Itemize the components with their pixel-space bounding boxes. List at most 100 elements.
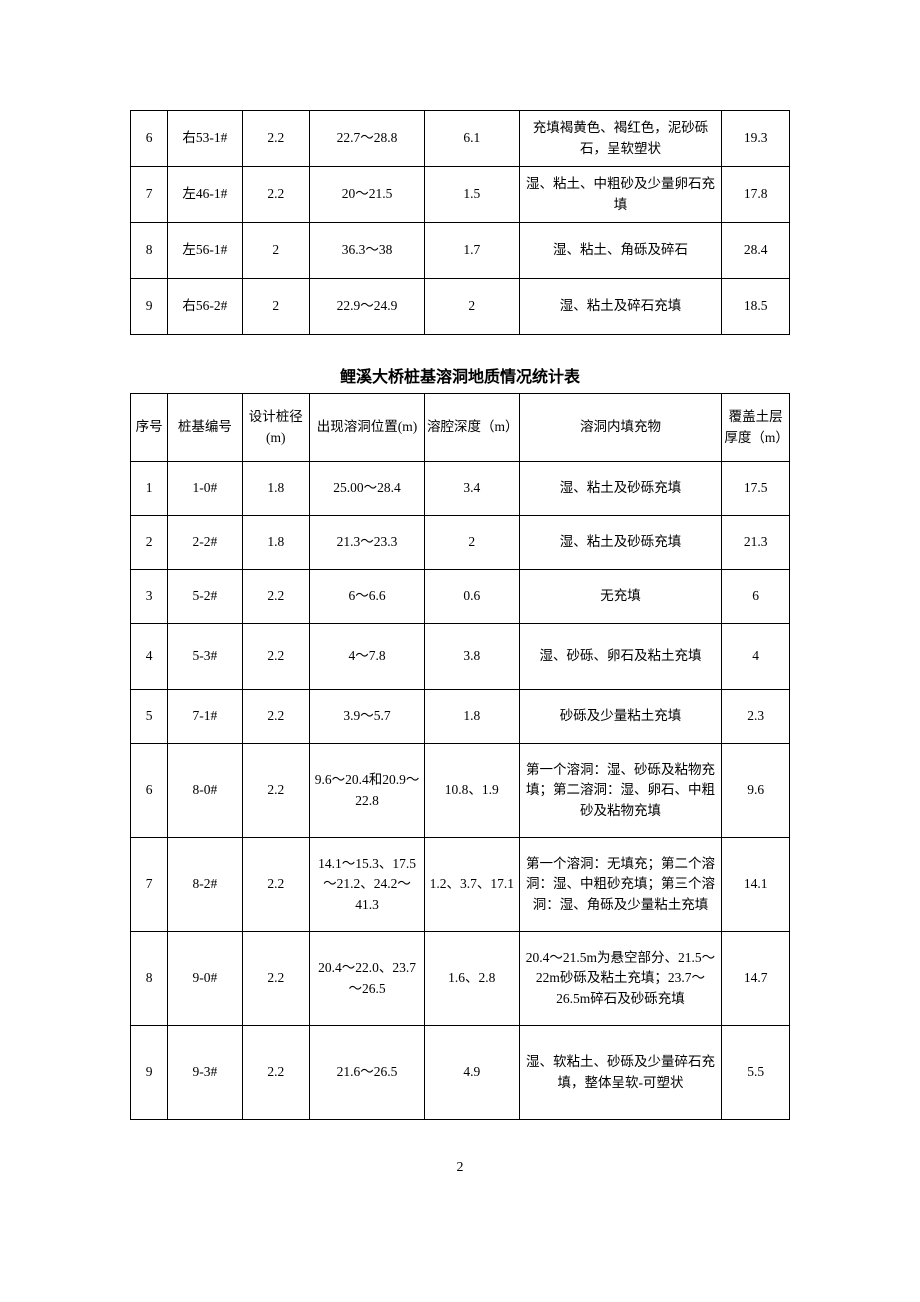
cell-cover: 14.7 <box>722 932 790 1026</box>
cell-id: 右56-2# <box>168 279 242 335</box>
cell-idx: 3 <box>131 570 168 624</box>
header-cover: 覆盖土层厚度（m） <box>722 394 790 462</box>
cell-pos: 22.7～28.8 <box>310 111 425 167</box>
table-row: 22-2#1.821.3～23.32湿、粘土及砂砾充填21.3 <box>131 516 790 570</box>
cell-id: 7-1# <box>168 690 242 744</box>
cell-idx: 4 <box>131 624 168 690</box>
cell-diam: 2.2 <box>242 167 310 223</box>
cell-pos: 14.1～15.3、17.5～21.2、24.2～41.3 <box>310 838 425 932</box>
cell-cover: 28.4 <box>722 223 790 279</box>
cell-idx: 9 <box>131 1026 168 1120</box>
table-row: 7左46-1#2.220～21.51.5湿、粘土、中粗砂及少量卵石充填17.8 <box>131 167 790 223</box>
cell-pos: 22.9～24.9 <box>310 279 425 335</box>
cell-idx: 8 <box>131 932 168 1026</box>
table-row: 78-2#2.214.1～15.3、17.5～21.2、24.2～41.31.2… <box>131 838 790 932</box>
cell-fill: 湿、软粘土、砂砾及少量碎石充填，整体呈软-可塑状 <box>519 1026 722 1120</box>
cell-pos: 21.3～23.3 <box>310 516 425 570</box>
cell-cover: 14.1 <box>722 838 790 932</box>
table-row: 45-3#2.24～7.83.8湿、砂砾、卵石及粘土充填4 <box>131 624 790 690</box>
cell-diam: 1.8 <box>242 516 310 570</box>
cell-fill: 第一个溶洞：湿、砂砾及粘物充填；第二溶洞：湿、卵石、中粗砂及粘物充填 <box>519 744 722 838</box>
cell-id: 左46-1# <box>168 167 242 223</box>
cell-diam: 2.2 <box>242 932 310 1026</box>
cell-pos: 21.6～26.5 <box>310 1026 425 1120</box>
cell-id: 左56-1# <box>168 223 242 279</box>
cell-id: 9-0# <box>168 932 242 1026</box>
cell-cover: 18.5 <box>722 279 790 335</box>
cell-cover: 9.6 <box>722 744 790 838</box>
header-id: 桩基编号 <box>168 394 242 462</box>
cell-cover: 4 <box>722 624 790 690</box>
header-diam: 设计桩径(m) <box>242 394 310 462</box>
cell-id: 2-2# <box>168 516 242 570</box>
cell-pos: 25.00～28.4 <box>310 462 425 516</box>
cell-fill: 20.4～21.5m为悬空部分、21.5～22m砂砾及粘土充填；23.7～26.… <box>519 932 722 1026</box>
cell-id: 9-3# <box>168 1026 242 1120</box>
cell-fill: 无充填 <box>519 570 722 624</box>
cell-depth: 1.7 <box>424 223 519 279</box>
cell-fill: 湿、粘土、中粗砂及少量卵石充填 <box>519 167 722 223</box>
cell-depth: 6.1 <box>424 111 519 167</box>
cell-idx: 1 <box>131 462 168 516</box>
cell-idx: 7 <box>131 167 168 223</box>
cell-fill: 砂砾及少量粘土充填 <box>519 690 722 744</box>
cell-idx: 6 <box>131 111 168 167</box>
cell-diam: 2.2 <box>242 838 310 932</box>
cell-depth: 2 <box>424 279 519 335</box>
table-row: 99-3#2.221.6～26.54.9湿、软粘土、砂砾及少量碎石充填，整体呈软… <box>131 1026 790 1120</box>
table-row: 9右56-2#222.9～24.92湿、粘土及碎石充填18.5 <box>131 279 790 335</box>
cell-pos: 20～21.5 <box>310 167 425 223</box>
cell-fill: 湿、粘土及砂砾充填 <box>519 462 722 516</box>
cell-idx: 5 <box>131 690 168 744</box>
header-depth: 溶腔深度（m） <box>424 394 519 462</box>
cell-depth: 1.6、2.8 <box>424 932 519 1026</box>
page-number: 2 <box>130 1160 790 1176</box>
cell-fill: 湿、粘土及砂砾充填 <box>519 516 722 570</box>
cell-diam: 2.2 <box>242 744 310 838</box>
cell-id: 1-0# <box>168 462 242 516</box>
cell-fill: 充填褐黄色、褐红色，泥砂砾石，呈软塑状 <box>519 111 722 167</box>
table-row: 11-0#1.825.00～28.43.4湿、粘土及砂砾充填17.5 <box>131 462 790 516</box>
cell-id: 8-2# <box>168 838 242 932</box>
cell-id: 右53-1# <box>168 111 242 167</box>
cell-cover: 21.3 <box>722 516 790 570</box>
cell-diam: 1.8 <box>242 462 310 516</box>
cell-fill: 湿、砂砾、卵石及粘土充填 <box>519 624 722 690</box>
cell-id: 5-3# <box>168 624 242 690</box>
cell-pos: 3.9～5.7 <box>310 690 425 744</box>
table-row: 8左56-1#236.3～381.7湿、粘土、角砾及碎石28.4 <box>131 223 790 279</box>
cell-cover: 2.3 <box>722 690 790 744</box>
cell-pos: 20.4～22.0、23.7～26.5 <box>310 932 425 1026</box>
cell-depth: 4.9 <box>424 1026 519 1120</box>
cell-depth: 0.6 <box>424 570 519 624</box>
cell-cover: 5.5 <box>722 1026 790 1120</box>
cell-cover: 17.8 <box>722 167 790 223</box>
cell-idx: 6 <box>131 744 168 838</box>
cell-diam: 2.2 <box>242 111 310 167</box>
cell-depth: 2 <box>424 516 519 570</box>
geology-table-2: 序号 桩基编号 设计桩径(m) 出现溶洞位置(m) 溶腔深度（m） 溶洞内填充物… <box>130 393 790 1120</box>
cell-diam: 2.2 <box>242 690 310 744</box>
table-row: 68-0#2.29.6～20.4和20.9～22.810.8、1.9第一个溶洞：… <box>131 744 790 838</box>
cell-idx: 2 <box>131 516 168 570</box>
cell-cover: 6 <box>722 570 790 624</box>
cell-cover: 19.3 <box>722 111 790 167</box>
cell-cover: 17.5 <box>722 462 790 516</box>
cell-fill: 第一个溶洞：无填充；第二个溶洞：湿、中粗砂充填；第三个溶洞：湿、角砾及少量粘土充… <box>519 838 722 932</box>
cell-depth: 1.5 <box>424 167 519 223</box>
cell-diam: 2.2 <box>242 570 310 624</box>
cell-idx: 9 <box>131 279 168 335</box>
cell-fill: 湿、粘土、角砾及碎石 <box>519 223 722 279</box>
cell-depth: 10.8、1.9 <box>424 744 519 838</box>
table-row: 57-1#2.23.9～5.71.8砂砾及少量粘土充填2.3 <box>131 690 790 744</box>
cell-pos: 4～7.8 <box>310 624 425 690</box>
cell-pos: 6～6.6 <box>310 570 425 624</box>
cell-idx: 7 <box>131 838 168 932</box>
table-row: 89-0#2.220.4～22.0、23.7～26.51.6、2.820.4～2… <box>131 932 790 1026</box>
header-idx: 序号 <box>131 394 168 462</box>
header-pos: 出现溶洞位置(m) <box>310 394 425 462</box>
section-title: 鲤溪大桥桩基溶洞地质情况统计表 <box>130 363 790 387</box>
cell-depth: 3.4 <box>424 462 519 516</box>
table-row: 6右53-1#2.222.7～28.86.1充填褐黄色、褐红色，泥砂砾石，呈软塑… <box>131 111 790 167</box>
geology-table-1: 6右53-1#2.222.7～28.86.1充填褐黄色、褐红色，泥砂砾石，呈软塑… <box>130 110 790 335</box>
